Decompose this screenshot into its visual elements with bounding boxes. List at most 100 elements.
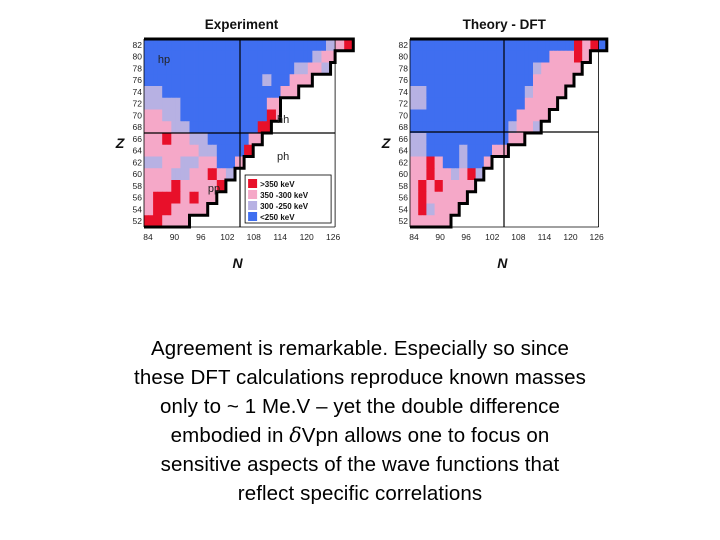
heatmap-cell xyxy=(321,62,327,75)
heatmap-cell xyxy=(212,109,218,122)
heatmap-cell xyxy=(198,50,204,63)
heatmap-cell xyxy=(271,50,277,63)
heatmap-cell xyxy=(512,50,517,63)
heatmap-cell xyxy=(492,121,497,134)
heatmap-cell xyxy=(144,168,149,181)
x-tick-label: 84 xyxy=(409,232,419,242)
heatmap-cell xyxy=(504,109,509,122)
heatmap-cell xyxy=(144,203,149,216)
heatmap-cell xyxy=(184,50,190,63)
heatmap-cell xyxy=(262,39,268,52)
heatmap-cell xyxy=(463,191,468,204)
heatmap-cell xyxy=(508,97,513,110)
heatmap-cell xyxy=(203,203,209,216)
y-tick-label: 54 xyxy=(399,204,409,214)
heatmap-cell xyxy=(175,62,181,75)
heatmap-cell xyxy=(221,86,227,99)
heatmap-cell xyxy=(549,97,554,110)
heatmap-cell xyxy=(148,133,154,146)
heatmap-cell xyxy=(212,121,218,134)
heatmap-cell xyxy=(549,62,554,75)
y-tick-label: 56 xyxy=(133,193,143,203)
heatmap-cell xyxy=(203,86,209,99)
heatmap-cell xyxy=(148,215,154,228)
heatmap-cell xyxy=(194,109,199,122)
heatmap-cell xyxy=(162,121,168,134)
heatmap-cell xyxy=(175,39,181,52)
heatmap-cell xyxy=(180,168,186,181)
heatmap-cell xyxy=(528,97,534,110)
heatmap-cell xyxy=(289,39,295,52)
heatmap-cell xyxy=(194,97,199,110)
heatmap-cell xyxy=(410,121,415,134)
heatmap-cell xyxy=(144,50,149,63)
heatmap-cell xyxy=(569,39,575,52)
heatmap-cell xyxy=(410,86,415,99)
heatmap-cell xyxy=(257,97,263,110)
heatmap-cell xyxy=(198,109,204,122)
heatmap-cell xyxy=(451,168,456,181)
heatmap-cell xyxy=(166,74,172,87)
x-tick-label: 114 xyxy=(273,232,287,242)
heatmap-cell xyxy=(467,144,472,157)
heatmap-cell xyxy=(557,39,563,52)
caption-line-4: embodied in δVpn allows one to focus on xyxy=(40,421,680,450)
heatmap-cell xyxy=(467,156,472,169)
heatmap-cell xyxy=(207,86,213,99)
heatmap-cell xyxy=(418,97,423,110)
heatmap-cell xyxy=(235,86,240,99)
heatmap-cell xyxy=(239,97,245,110)
y-tick-label: 76 xyxy=(133,75,143,85)
heatmap-cell xyxy=(253,74,259,87)
heatmap-cell xyxy=(578,50,583,63)
heatmap-cell xyxy=(153,86,159,99)
heatmap-cell xyxy=(326,39,331,52)
y-tick-label: 80 xyxy=(133,52,143,62)
heatmap-cell xyxy=(148,39,154,52)
heatmap-cell xyxy=(298,50,304,63)
heatmap-cell xyxy=(312,50,318,63)
heatmap-cell xyxy=(533,74,538,87)
heatmap-cell xyxy=(487,133,493,146)
heatmap-cell xyxy=(262,121,268,134)
heatmap-cell xyxy=(422,168,427,181)
heatmap-cell xyxy=(541,86,546,99)
heatmap-cell xyxy=(194,180,199,193)
heatmap-cell xyxy=(459,121,464,134)
y-tick-label: 82 xyxy=(133,40,143,50)
heatmap-cell xyxy=(442,121,448,134)
heatmap-cell xyxy=(430,180,435,193)
heatmap-cell xyxy=(557,86,563,99)
heatmap-cell xyxy=(203,50,209,63)
heatmap-cell xyxy=(248,39,254,52)
heatmap-cell xyxy=(216,97,222,110)
heatmap-cell xyxy=(463,109,468,122)
heatmap-cell xyxy=(280,39,286,52)
heatmap-cell xyxy=(262,86,268,99)
heatmap-cell xyxy=(565,62,571,75)
heatmap-cell xyxy=(239,50,245,63)
heatmap-cell xyxy=(162,156,168,169)
heatmap-cell xyxy=(248,144,254,157)
heatmap-cell xyxy=(442,133,448,146)
heatmap-cell xyxy=(294,39,300,52)
heatmap-cell xyxy=(553,39,558,52)
heatmap-cell xyxy=(171,215,177,228)
heatmap-cell xyxy=(144,97,149,110)
heatmap-cell xyxy=(289,86,295,99)
heatmap-cell xyxy=(216,168,222,181)
heatmap-cell xyxy=(430,39,435,52)
caption-line-2: these DFT calculations reproduce known m… xyxy=(134,366,586,389)
heatmap-cell xyxy=(467,180,472,193)
heatmap-cell xyxy=(162,168,168,181)
heatmap-cell xyxy=(455,203,460,216)
heatmap-cell xyxy=(426,86,431,99)
heatmap-cell xyxy=(410,203,415,216)
heatmap-cell xyxy=(285,39,290,52)
y-tick-label: 64 xyxy=(399,146,409,156)
heatmap-cell xyxy=(475,62,481,75)
heatmap-cell xyxy=(446,203,452,216)
heatmap-cell xyxy=(348,39,354,52)
heatmap-cell xyxy=(492,74,497,87)
heatmap-cell xyxy=(203,191,209,204)
